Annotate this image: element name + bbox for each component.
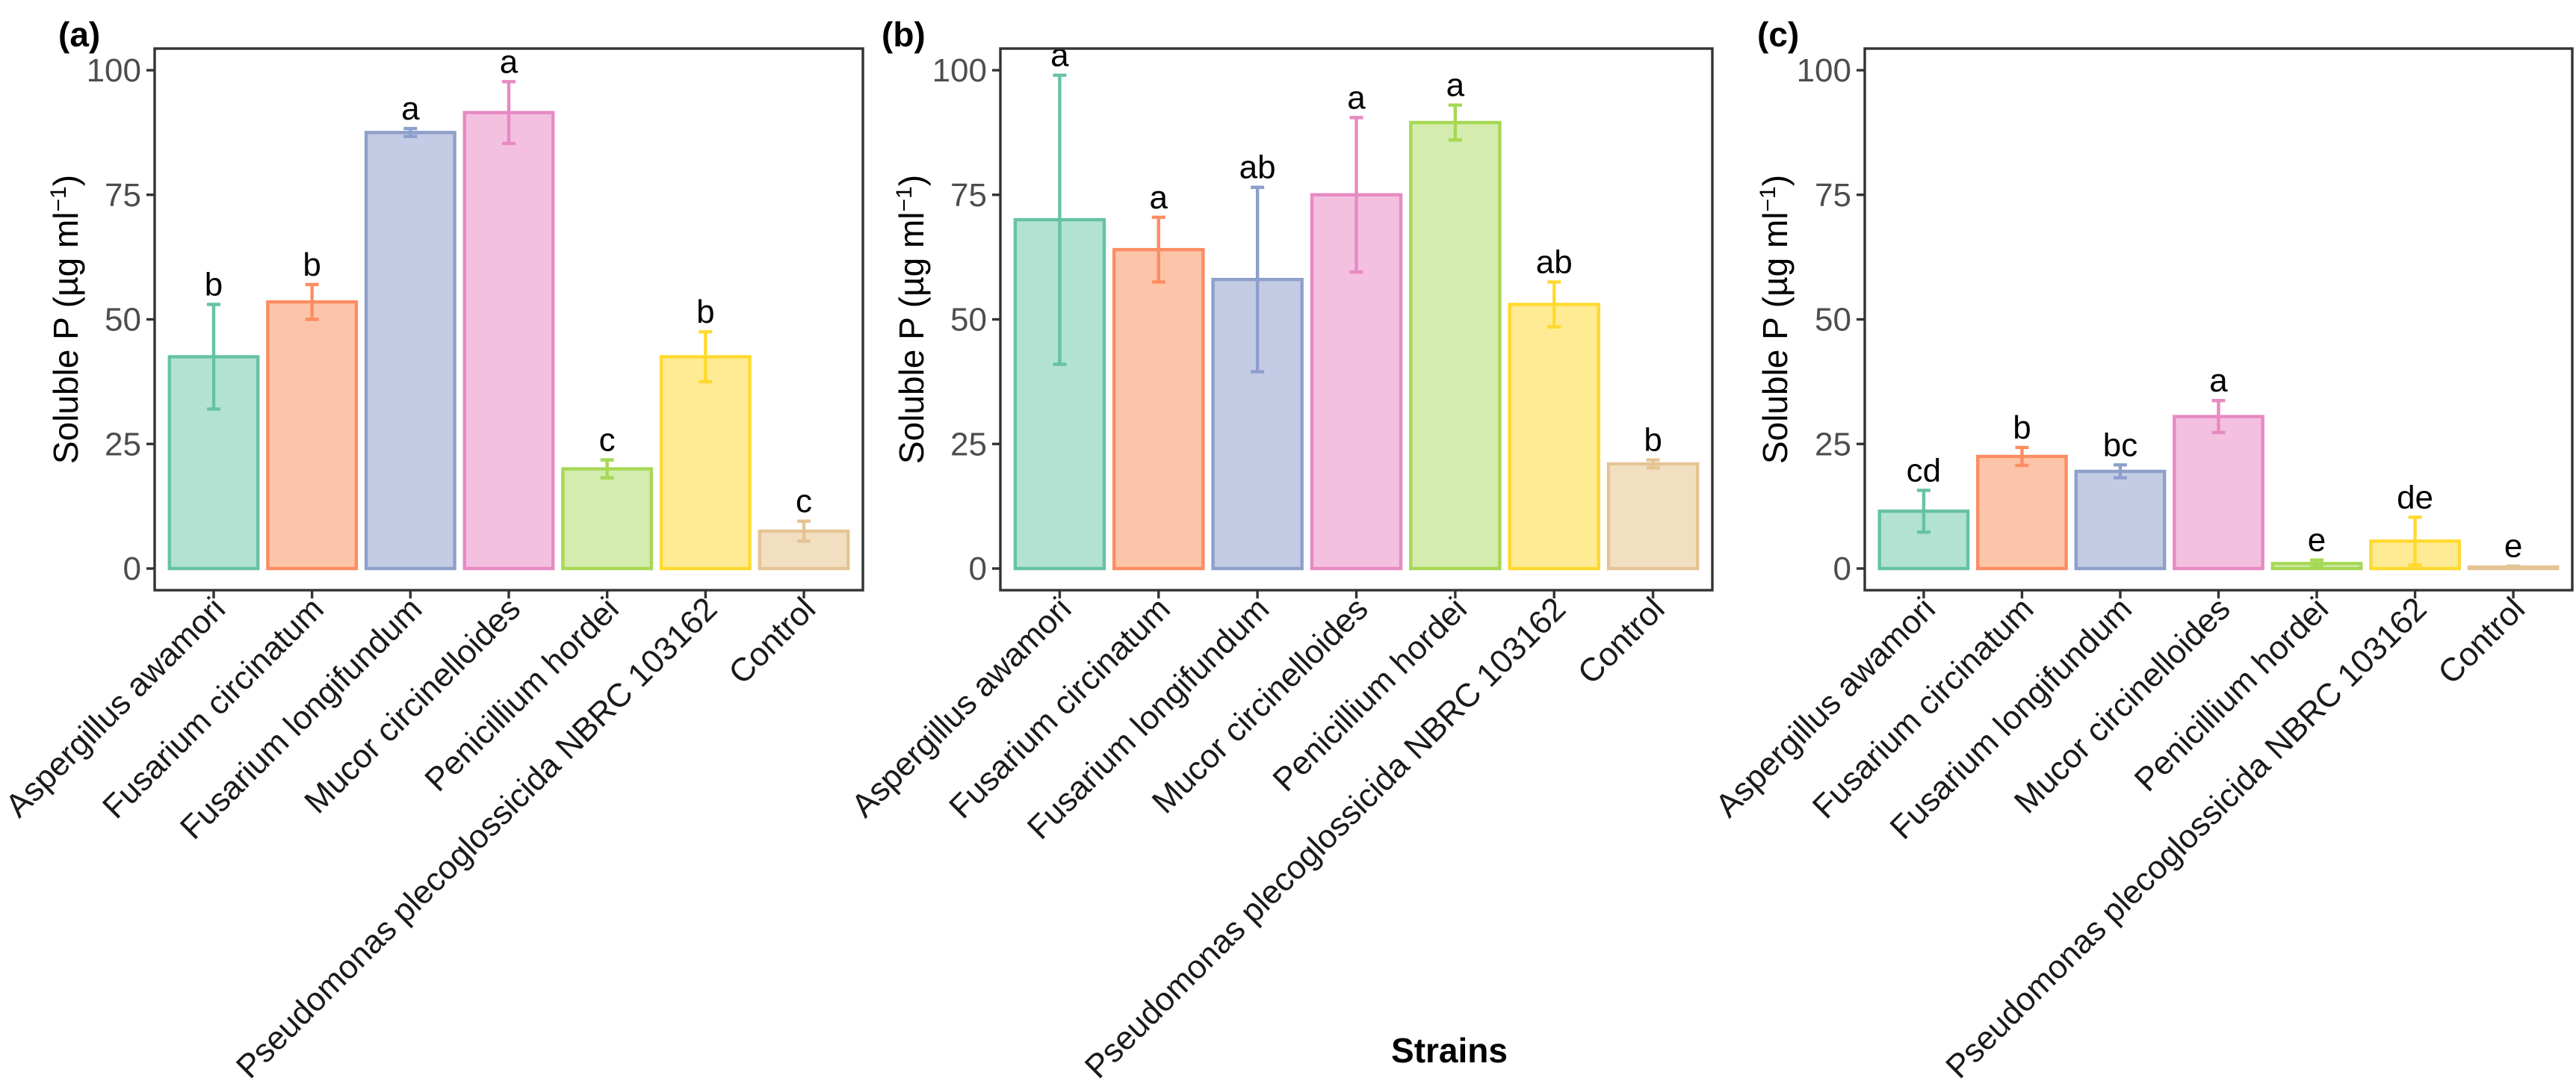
bar-4 bbox=[2173, 415, 2264, 571]
significance-label: de bbox=[2397, 479, 2433, 515]
significance-label: e bbox=[2504, 528, 2522, 565]
error-bar-6 bbox=[1547, 280, 1561, 329]
x-axis-title: Strains bbox=[1391, 1031, 1508, 1070]
y-tick-label: 100 bbox=[87, 52, 141, 89]
y-tick-label: 75 bbox=[1815, 177, 1851, 214]
error-bar-3 bbox=[1251, 185, 1265, 374]
significance-label: ab bbox=[1239, 149, 1276, 186]
panel-a: (a)Soluble P (µg ml−1)0255075100bAspergi… bbox=[0, 15, 864, 1086]
significance-label: b bbox=[696, 294, 714, 330]
y-tick-label: 50 bbox=[105, 302, 141, 338]
bar-5 bbox=[561, 467, 654, 571]
bar-2 bbox=[1112, 247, 1205, 571]
y-tick-label: 100 bbox=[1797, 52, 1851, 89]
y-axis-label: Soluble P (µg ml−1) bbox=[892, 175, 931, 464]
y-tick-label: 50 bbox=[1815, 302, 1851, 338]
bar-4 bbox=[1310, 193, 1403, 571]
y-tick-label: 75 bbox=[105, 177, 141, 214]
y-tick-label: 0 bbox=[1833, 551, 1851, 587]
error-bar-7 bbox=[797, 519, 811, 543]
significance-label: b bbox=[303, 247, 321, 283]
error-bar-5 bbox=[1448, 103, 1462, 142]
y-tick-label: 0 bbox=[969, 551, 987, 587]
panel-label: (a) bbox=[58, 15, 100, 54]
bar-6 bbox=[1508, 303, 1600, 571]
bar-1 bbox=[1877, 510, 1970, 571]
significance-label: c bbox=[599, 422, 616, 459]
error-bar-4 bbox=[2211, 399, 2226, 435]
error-bar-4 bbox=[502, 80, 515, 146]
y-tick-label: 75 bbox=[950, 177, 987, 214]
y-tick-label: 100 bbox=[932, 52, 987, 89]
y-axis-label: Soluble P (µg ml−1) bbox=[1756, 175, 1795, 464]
y-tick-label: 25 bbox=[105, 426, 141, 462]
error-bar-6 bbox=[2408, 515, 2422, 567]
x-tick-label: Control bbox=[2431, 590, 2532, 691]
panel-label: (c) bbox=[1757, 15, 1799, 54]
significance-label: a bbox=[2209, 362, 2228, 399]
error-bar-1 bbox=[207, 303, 220, 411]
significance-label: e bbox=[2308, 522, 2326, 559]
error-bar-1 bbox=[1916, 489, 1931, 534]
bar-2 bbox=[1976, 454, 2068, 571]
significance-label: a bbox=[401, 90, 420, 127]
x-tick-label: Control bbox=[722, 590, 823, 691]
y-tick-label: 0 bbox=[123, 551, 141, 587]
panel-c: (c)Soluble P (µg ml−1)0255075100cdAsperg… bbox=[1709, 15, 2574, 1086]
significance-label: b bbox=[1644, 422, 1662, 459]
significance-label: a bbox=[1150, 179, 1168, 216]
y-tick-label: 25 bbox=[950, 426, 987, 462]
error-bar-6 bbox=[699, 329, 713, 384]
error-bar-7 bbox=[1646, 458, 1660, 470]
significance-label: a bbox=[1446, 67, 1465, 104]
bar-5 bbox=[1409, 120, 1502, 571]
significance-label: b bbox=[205, 266, 223, 303]
error-bar-3 bbox=[403, 126, 418, 138]
significance-label: c bbox=[796, 483, 812, 520]
significance-label: b bbox=[2013, 409, 2031, 446]
bar-4 bbox=[462, 111, 555, 571]
plot-frame bbox=[153, 47, 864, 592]
error-bar-7 bbox=[2507, 564, 2521, 570]
error-bar-2 bbox=[1151, 215, 1165, 284]
error-bar-5 bbox=[600, 458, 614, 480]
error-bar-2 bbox=[2015, 445, 2029, 468]
significance-label: bc bbox=[2103, 427, 2137, 463]
panel-label: (b) bbox=[882, 15, 926, 54]
significance-label: a bbox=[1050, 37, 1069, 74]
error-bar-2 bbox=[305, 282, 319, 321]
bar-7 bbox=[1606, 462, 1700, 571]
y-tick-label: 50 bbox=[950, 302, 987, 338]
bar-3 bbox=[2074, 469, 2167, 571]
significance-label: a bbox=[1347, 79, 1366, 116]
bar-6 bbox=[659, 355, 752, 571]
bar-3 bbox=[364, 131, 456, 571]
bar-2 bbox=[266, 300, 359, 571]
plot-frame bbox=[999, 47, 1714, 592]
error-bar-3 bbox=[2113, 463, 2127, 480]
error-bar-4 bbox=[1349, 116, 1363, 274]
significance-label: ab bbox=[1536, 244, 1573, 280]
x-tick-label: Control bbox=[1571, 590, 1672, 691]
y-tick-label: 25 bbox=[1815, 426, 1851, 462]
significance-label: cd bbox=[1907, 452, 1941, 489]
error-bar-1 bbox=[1053, 73, 1067, 366]
error-bar-5 bbox=[2310, 558, 2324, 569]
plot-frame bbox=[1863, 47, 2574, 592]
y-axis-label: Soluble P (µg ml−1) bbox=[46, 175, 85, 464]
